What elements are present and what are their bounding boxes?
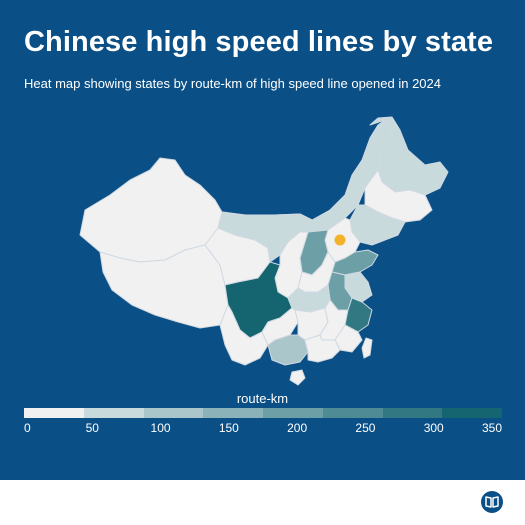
legend-color-bar: [24, 408, 502, 418]
region-taiwan[interactable]: [361, 337, 373, 359]
legend-swatch: [203, 408, 263, 418]
region-heilongjiang[interactable]: [369, 116, 449, 196]
footer: [0, 480, 525, 525]
map-title: Chinese high speed lines by state: [24, 26, 494, 58]
legend-tick-label: 150: [218, 421, 239, 435]
legend-ticks: 0 50 100 150 200 250 300 350: [24, 421, 502, 437]
legend-tick-label: 100: [150, 421, 171, 435]
book-icon[interactable]: [480, 490, 504, 514]
legend-tick-label: 350: [481, 421, 502, 435]
legend-tick-label: 250: [355, 421, 376, 435]
legend-tick-label: 300: [423, 421, 444, 435]
legend-tick-label: 200: [287, 421, 308, 435]
legend-swatch: [442, 408, 502, 418]
legend-tick-label: 50: [85, 421, 99, 435]
legend-title: route-km: [236, 391, 289, 406]
region-guangdong[interactable]: [304, 334, 341, 363]
legend-swatch: [24, 408, 84, 418]
region-hainan[interactable]: [289, 369, 306, 386]
legend-swatch: [322, 408, 383, 418]
legend-swatch: [83, 408, 144, 418]
legend-swatch: [143, 408, 204, 418]
legend-tick-label: 0: [24, 421, 31, 435]
capital-marker: [334, 234, 346, 246]
legend-swatch: [382, 408, 443, 418]
legend-swatch: [263, 408, 323, 418]
china-map: [79, 116, 449, 386]
map-subtitle: Heat map showing states by route-km of h…: [24, 76, 441, 91]
